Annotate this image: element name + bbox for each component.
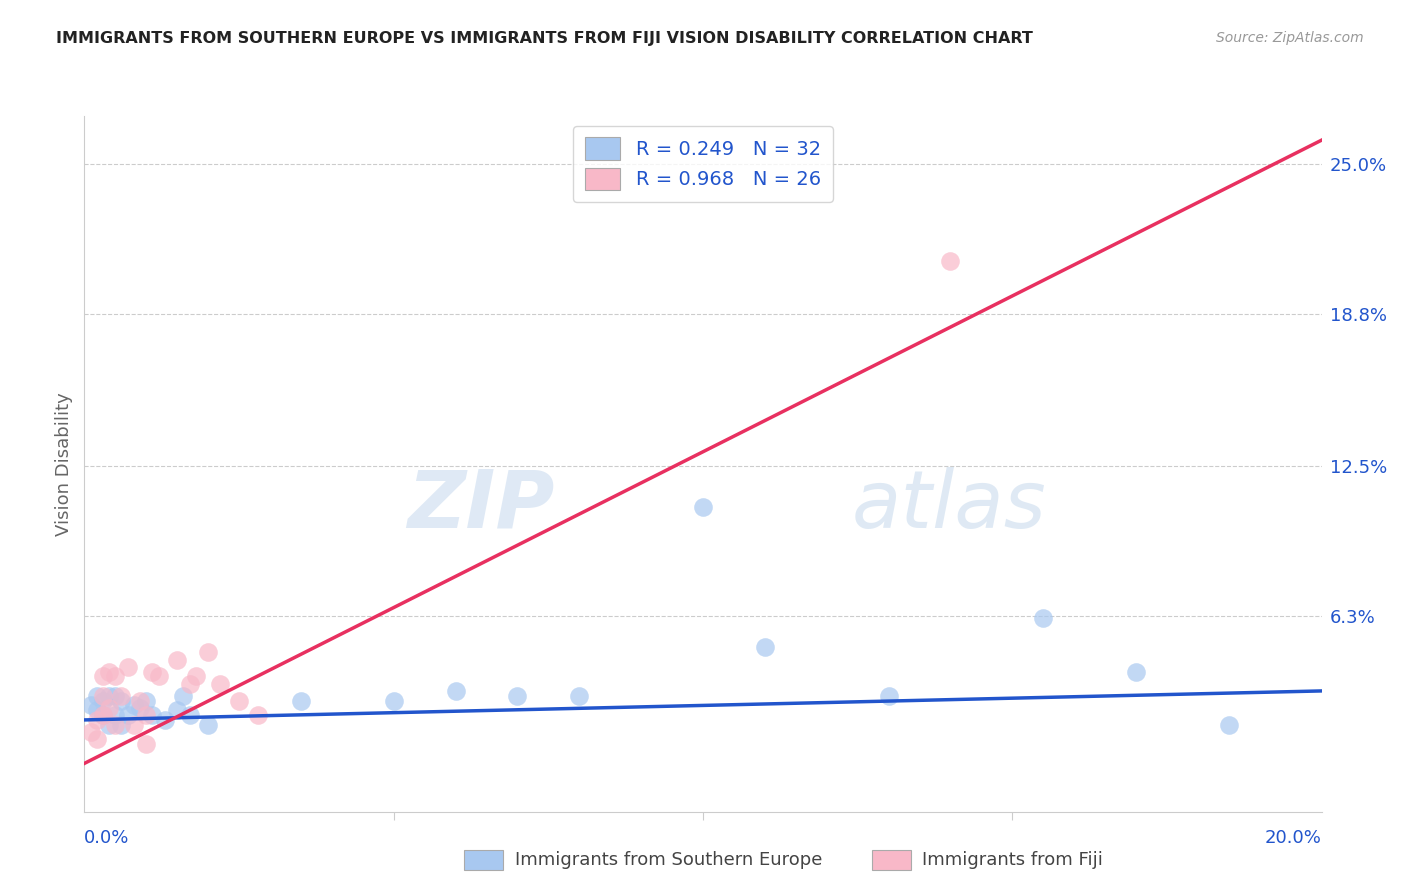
Point — [104, 717, 127, 731]
Point — [110, 689, 132, 703]
Point — [129, 693, 152, 707]
Point — [877, 689, 900, 703]
Text: atlas: atlas — [852, 467, 1046, 545]
Point — [290, 693, 312, 707]
Point — [86, 689, 108, 703]
Point — [506, 689, 529, 703]
Point — [104, 669, 127, 683]
Point — [197, 645, 219, 659]
Point — [135, 693, 157, 707]
Point — [86, 713, 108, 727]
Point — [104, 689, 127, 703]
Text: Immigrants from Fiji: Immigrants from Fiji — [922, 851, 1104, 869]
Point — [754, 640, 776, 655]
Point — [184, 669, 207, 683]
Text: ZIP: ZIP — [408, 467, 554, 545]
Point — [91, 708, 114, 723]
Point — [141, 665, 163, 679]
Point — [86, 732, 108, 747]
Point — [117, 708, 139, 723]
Text: IMMIGRANTS FROM SOUTHERN EUROPE VS IMMIGRANTS FROM FIJI VISION DISABILITY CORREL: IMMIGRANTS FROM SOUTHERN EUROPE VS IMMIG… — [56, 31, 1033, 46]
Point — [166, 652, 188, 666]
Text: 20.0%: 20.0% — [1265, 829, 1322, 847]
Point — [179, 676, 201, 690]
Point — [568, 689, 591, 703]
Point — [91, 708, 114, 723]
Point — [939, 254, 962, 268]
Point — [91, 669, 114, 683]
Text: Source: ZipAtlas.com: Source: ZipAtlas.com — [1216, 31, 1364, 45]
Point — [197, 717, 219, 731]
Legend: R = 0.249   N = 32, R = 0.968   N = 26: R = 0.249 N = 32, R = 0.968 N = 26 — [574, 126, 832, 202]
Point — [79, 725, 101, 739]
Point — [122, 698, 145, 713]
Point — [98, 717, 121, 731]
Point — [1125, 665, 1147, 679]
Point — [141, 708, 163, 723]
Point — [86, 703, 108, 717]
Point — [91, 693, 114, 707]
Point — [79, 698, 101, 713]
Y-axis label: Vision Disability: Vision Disability — [55, 392, 73, 536]
Point — [117, 660, 139, 674]
Point — [153, 713, 176, 727]
Point — [104, 708, 127, 723]
Point — [135, 708, 157, 723]
Point — [122, 717, 145, 731]
Point — [172, 689, 194, 703]
Point — [148, 669, 170, 683]
Point — [129, 701, 152, 715]
Point — [179, 708, 201, 723]
Point — [228, 693, 250, 707]
Point — [98, 665, 121, 679]
Point — [110, 693, 132, 707]
Point — [91, 689, 114, 703]
Point — [692, 500, 714, 515]
Point — [110, 717, 132, 731]
Point — [98, 689, 121, 703]
Point — [135, 737, 157, 751]
Point — [382, 693, 405, 707]
Text: Immigrants from Southern Europe: Immigrants from Southern Europe — [515, 851, 823, 869]
Point — [246, 708, 269, 723]
Point — [1218, 717, 1240, 731]
Point — [166, 703, 188, 717]
Text: 0.0%: 0.0% — [84, 829, 129, 847]
Point — [209, 676, 232, 690]
Point — [98, 701, 121, 715]
Point — [444, 684, 467, 698]
Point — [1032, 611, 1054, 625]
